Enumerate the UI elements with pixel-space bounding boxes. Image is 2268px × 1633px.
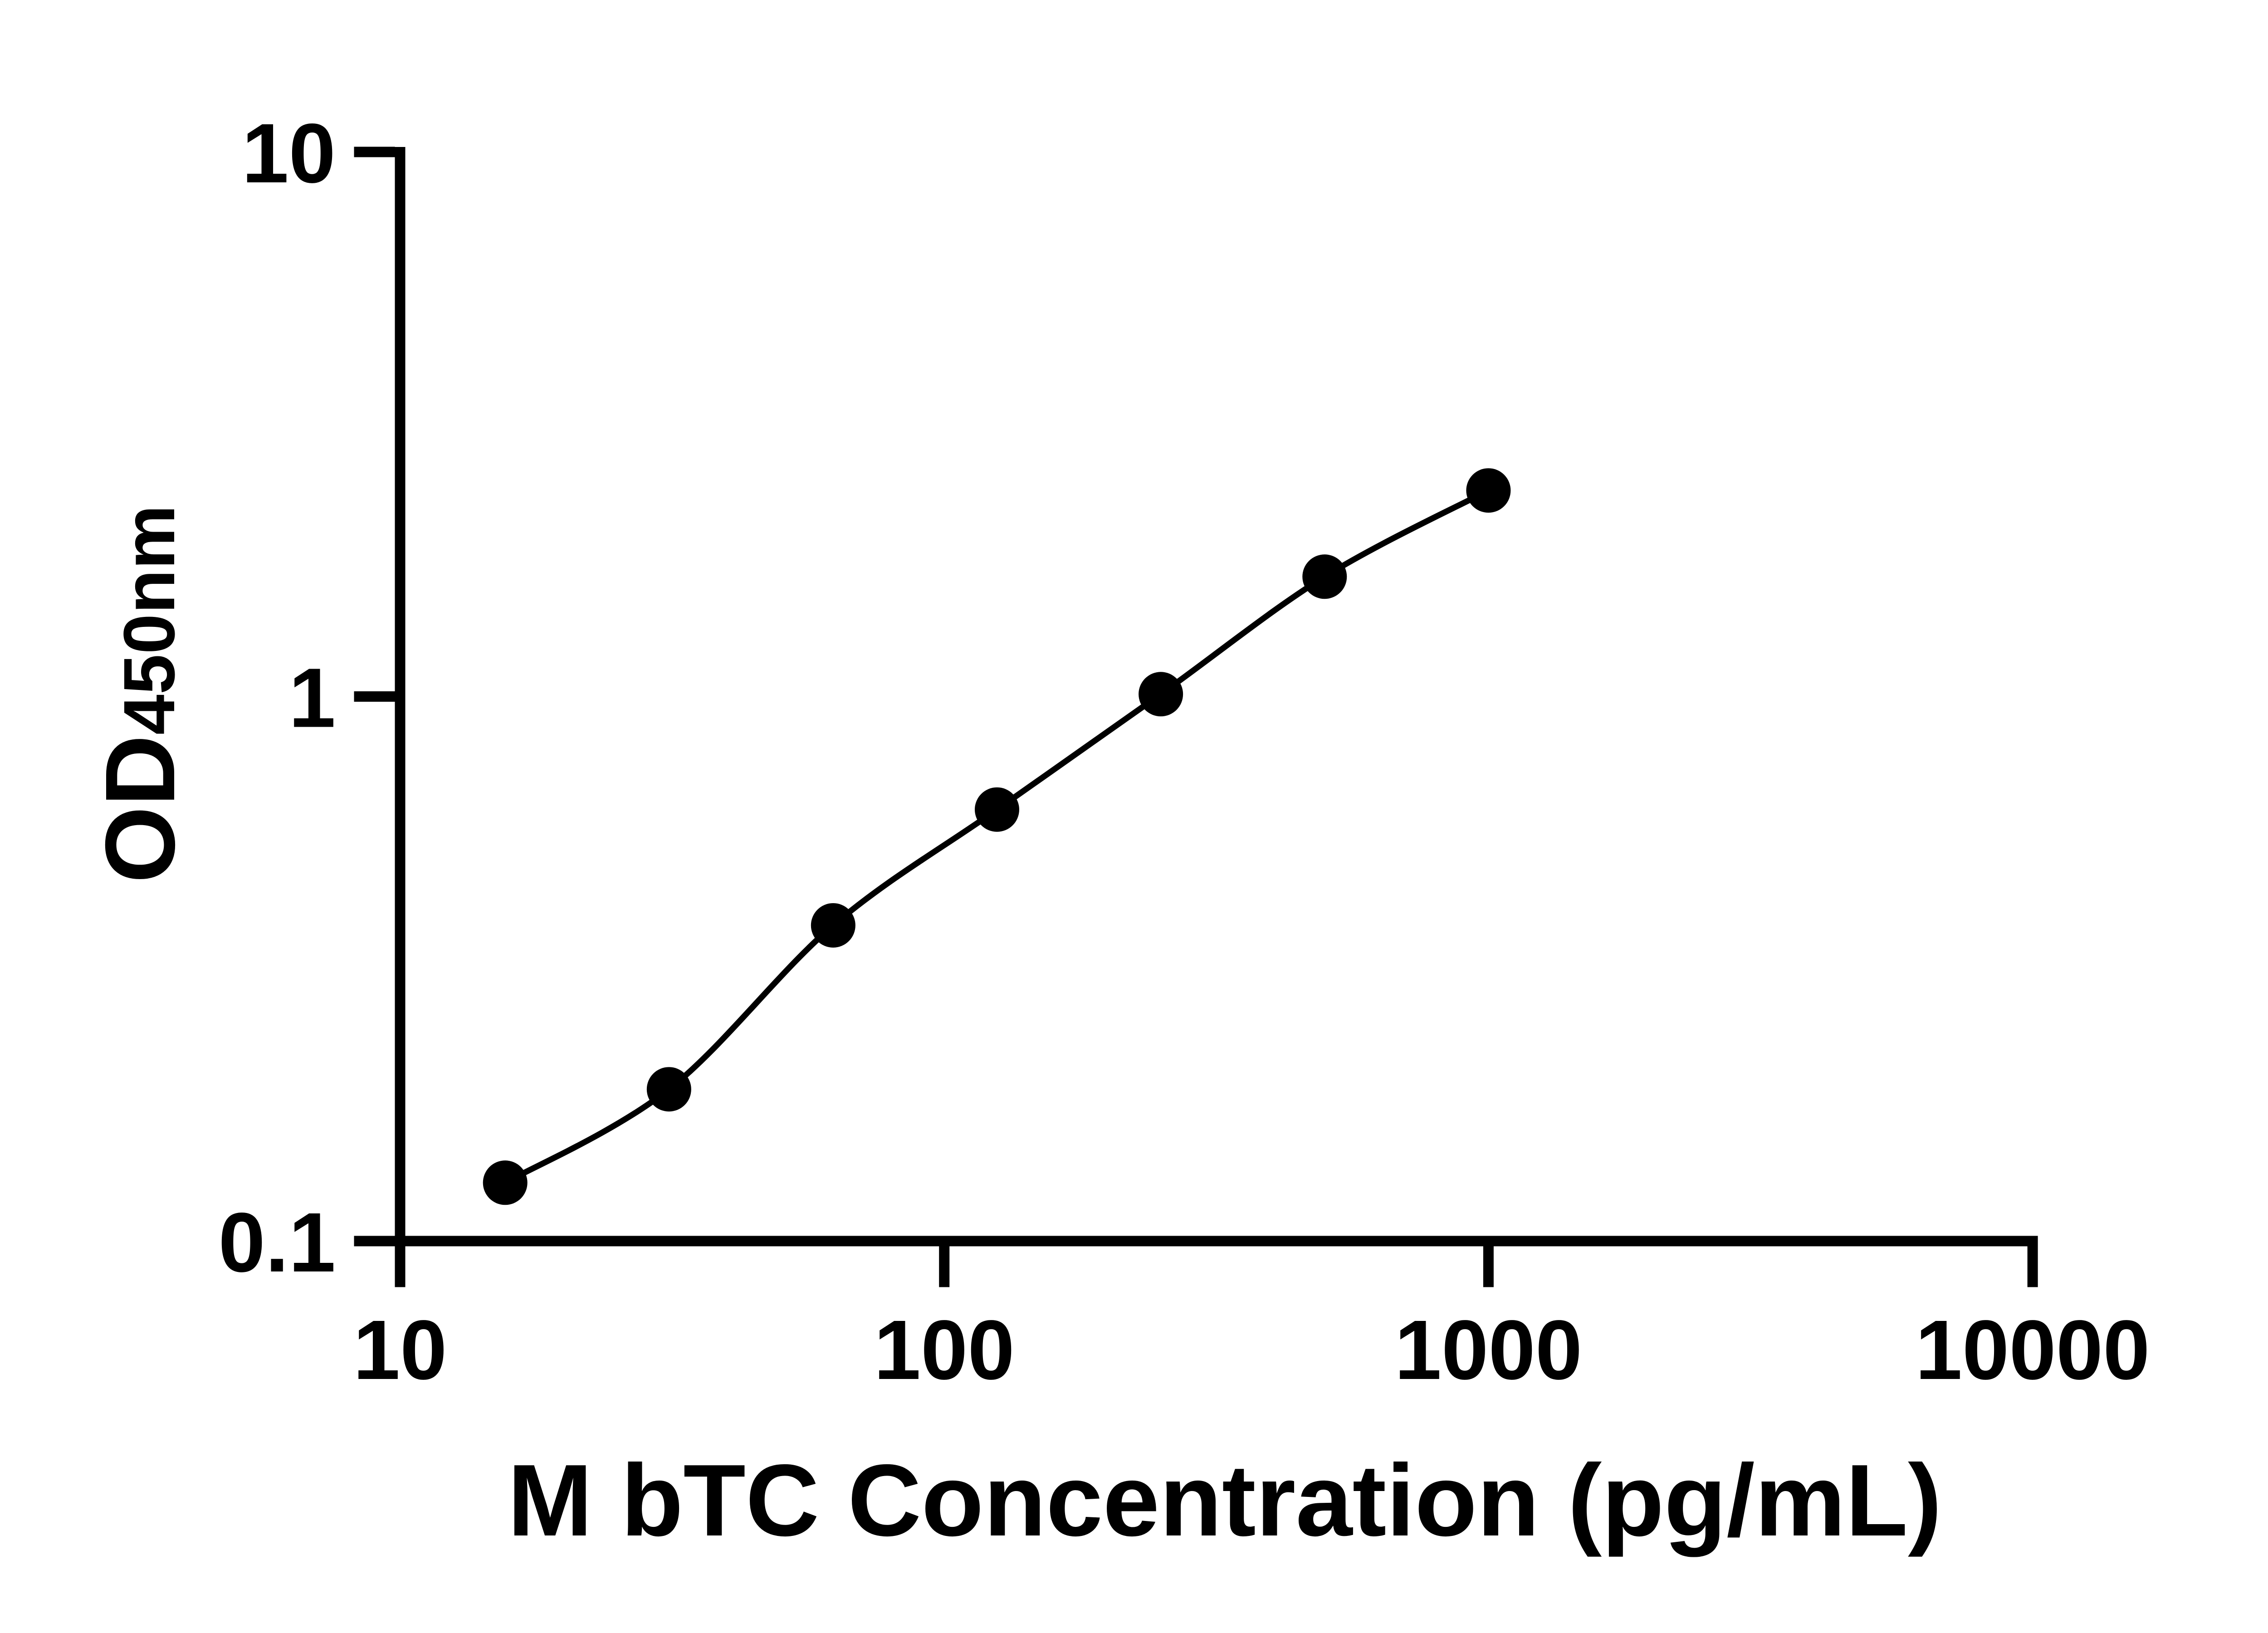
y-axis-title-main: OD (85, 734, 196, 883)
y-tick-label-1: 1 (289, 651, 336, 745)
data-point-1000 (1466, 468, 1511, 513)
x-tick-label-10000: 10000 (1915, 1303, 2150, 1397)
y-tick-label-10: 10 (242, 107, 336, 200)
data-point-125 (974, 787, 1019, 832)
data-point-31.2 (646, 1067, 691, 1112)
x-tick-label-100: 100 (874, 1303, 1015, 1397)
x-tick-label-1000: 1000 (1395, 1303, 1583, 1397)
data-point-500 (1302, 554, 1347, 599)
data-point-15.6 (483, 1160, 528, 1205)
y-tick-label-0.1: 0.1 (218, 1196, 336, 1290)
y-axis-title: OD450nm (85, 505, 196, 883)
data-point-62.5 (811, 903, 855, 948)
y-axis-title-sub: 450nm (108, 505, 190, 735)
data-point-250 (1139, 672, 1183, 717)
x-axis-title: M bTC Concentration (pg/mL) (507, 1443, 1942, 1557)
x-tick-label-10: 10 (353, 1303, 447, 1397)
